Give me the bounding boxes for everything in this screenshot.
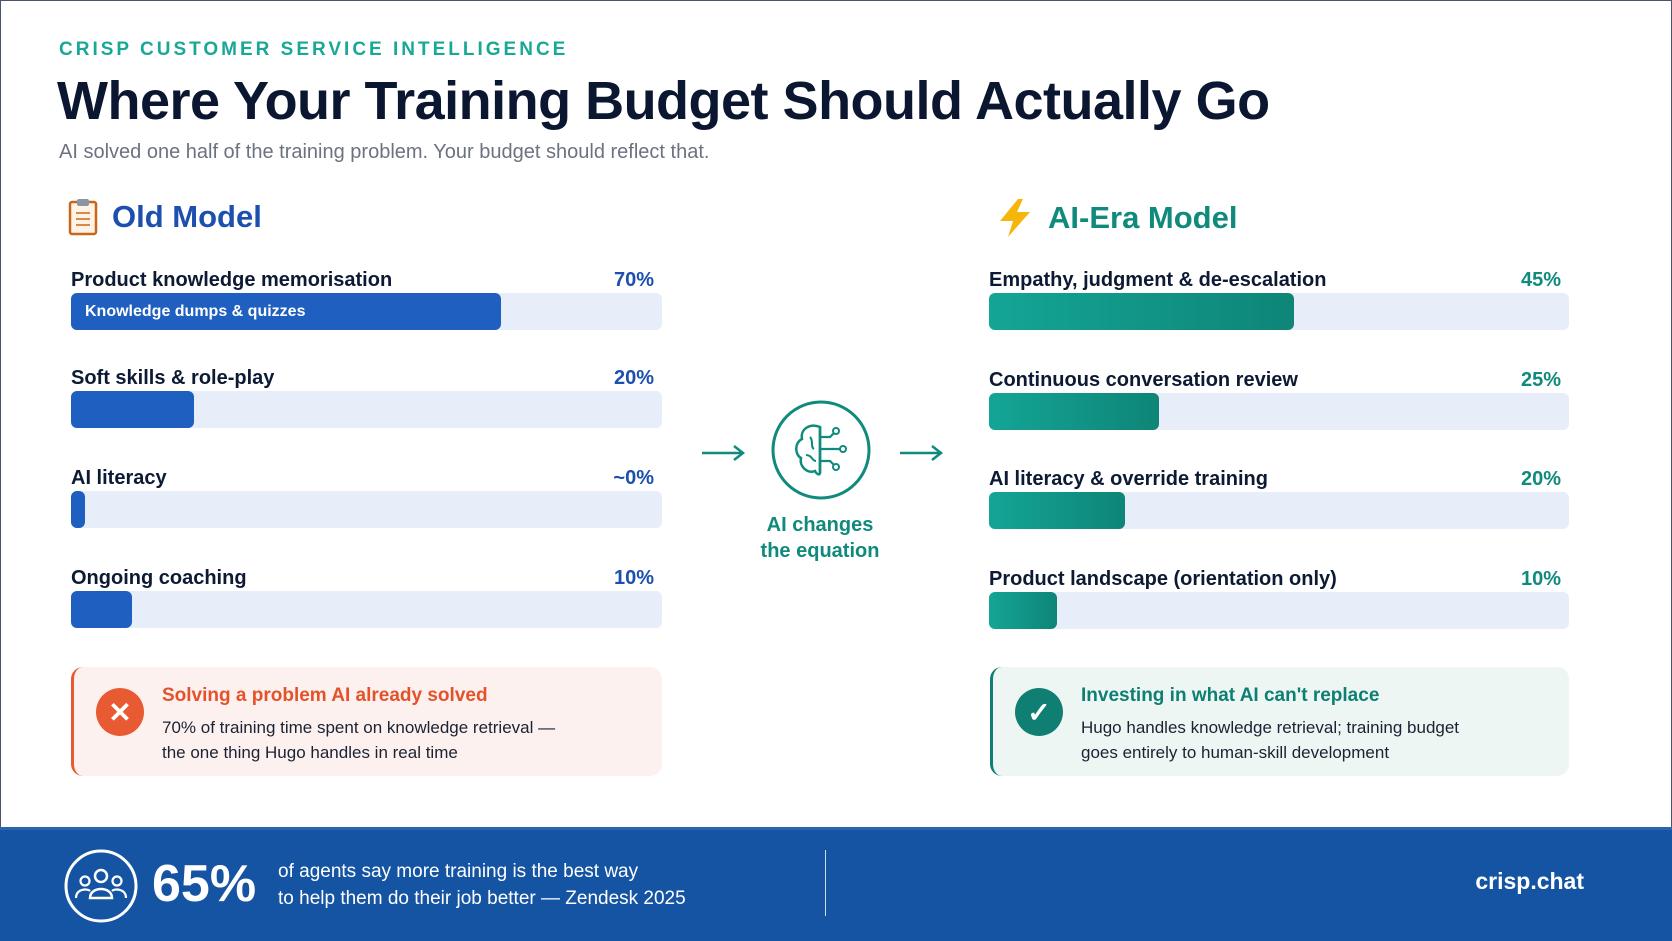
arrow-right-icon: [900, 445, 944, 461]
row-percent: 25%: [1520, 369, 1561, 391]
row-label: Product landscape (orientation only): [989, 568, 1337, 590]
old-model-heading: Old Model: [68, 198, 262, 236]
arrow-right-icon: [702, 445, 746, 461]
row-label: AI literacy & override training: [989, 468, 1268, 490]
old-callout-line1: 70% of training time spent on knowledge …: [162, 718, 556, 737]
footer-quote: of agents say more training is the best …: [278, 858, 686, 912]
footer-quote-line2: to help them do their job better — Zende…: [278, 888, 686, 909]
ai-callout-line2: goes entirely to human-skill development: [1081, 743, 1390, 762]
row-label: Ongoing coaching: [71, 567, 247, 589]
row-percent: 10%: [1520, 568, 1561, 590]
ai-callout-line1: Hugo handles knowledge retrieval; traini…: [1081, 718, 1460, 737]
row-percent: 70%: [613, 269, 654, 291]
brand-link[interactable]: crisp.chat: [1475, 868, 1584, 894]
eyebrow-label: CRISP CUSTOMER SERVICE INTELLIGENCE: [59, 39, 569, 60]
x-circle-icon: ✕: [96, 688, 144, 736]
bar-track: [989, 592, 1569, 629]
bar-fill: [989, 293, 1295, 330]
page-subtitle: AI solved one half of the training probl…: [59, 141, 710, 163]
bar-track: [989, 492, 1569, 529]
page-title: Where Your Training Budget Should Actual…: [57, 71, 1270, 131]
check-circle-icon: ✓: [1015, 688, 1063, 736]
bar-fill: [989, 592, 1057, 629]
bar-fill: [989, 492, 1125, 529]
row-percent: 45%: [1520, 269, 1561, 291]
center-caption-line1: AI changes: [766, 514, 874, 536]
ai-callout-title: Investing in what AI can't replace: [1081, 685, 1380, 706]
bar-track: [989, 393, 1569, 430]
old-model-callout: ✕ Solving a problem AI already solved 70…: [71, 667, 662, 776]
bar-fill: [989, 393, 1159, 430]
bar-track: Knowledge dumps & quizzes: [71, 293, 662, 330]
lightning-icon: [1000, 199, 1030, 237]
center-caption: AI changes the equation: [740, 512, 900, 564]
row-percent: 20%: [1520, 468, 1561, 490]
old-model-title: Old Model: [112, 199, 262, 234]
bar-fill: [71, 391, 194, 428]
footer-quote-line1: of agents say more training is the best …: [278, 861, 639, 882]
bar-track: [989, 293, 1569, 330]
footer-stat: 65%: [152, 855, 257, 913]
row-percent: 20%: [613, 367, 654, 389]
bar-fill: [71, 591, 133, 628]
row-percent: ~0%: [613, 467, 654, 489]
people-group-icon: [64, 849, 138, 923]
row-label: Empathy, judgment & de-escalation: [989, 269, 1327, 291]
bar-track: [71, 591, 662, 628]
bar-text: Knowledge dumps & quizzes: [85, 302, 306, 320]
footer-divider: [825, 850, 826, 916]
ai-model-callout: ✓ Investing in what AI can't replace Hug…: [990, 667, 1569, 776]
row-label: Product knowledge memorisation: [71, 269, 393, 291]
bar-track: [71, 491, 662, 528]
ai-model-title: AI-Era Model: [1048, 200, 1238, 235]
old-callout-title: Solving a problem AI already solved: [162, 685, 488, 706]
row-label: AI literacy: [71, 467, 167, 489]
ai-model-heading: AI-Era Model: [996, 198, 1237, 238]
bar-fill: [71, 491, 85, 528]
old-callout-line2: the one thing Hugo handles in real time: [162, 743, 458, 762]
bar-fill: Knowledge dumps & quizzes: [71, 293, 502, 330]
brain-circuit-icon: [771, 400, 871, 500]
center-caption-line2: the equation: [760, 540, 880, 562]
bar-track: [71, 391, 662, 428]
row-percent: 10%: [613, 567, 654, 589]
row-label: Soft skills & role-play: [71, 367, 275, 389]
clipboard-icon: [68, 199, 98, 236]
row-label: Continuous conversation review: [989, 369, 1298, 391]
footer-banner: 65% of agents say more training is the b…: [0, 827, 1672, 941]
